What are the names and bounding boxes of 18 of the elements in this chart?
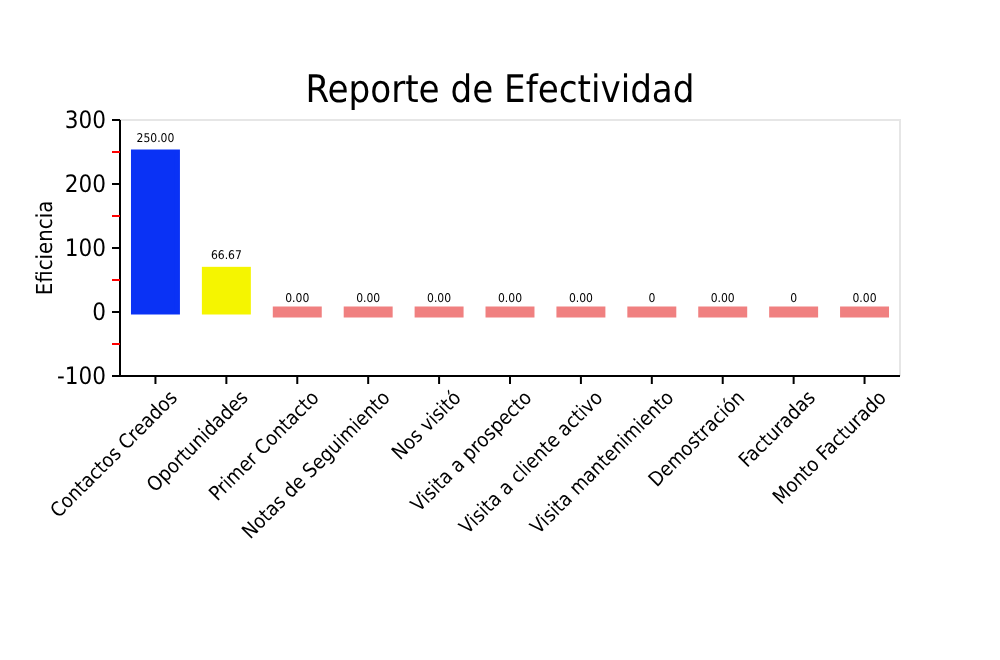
bar xyxy=(343,306,393,318)
chart-title: Reporte de Efectividad xyxy=(305,68,695,112)
bar xyxy=(485,306,535,318)
bar xyxy=(272,306,322,318)
bar xyxy=(201,266,251,315)
y-tick-label: 200 xyxy=(64,169,107,198)
bar xyxy=(130,149,180,315)
y-tick-label: 0 xyxy=(92,297,107,326)
bar xyxy=(556,306,606,318)
bar xyxy=(840,306,890,318)
bar xyxy=(769,306,819,318)
y-tick-label: 300 xyxy=(64,105,107,134)
bar xyxy=(698,306,748,318)
bar xyxy=(414,306,464,318)
bar xyxy=(627,306,677,318)
y-tick-label: -100 xyxy=(57,361,107,390)
y-tick-label: 100 xyxy=(64,233,107,262)
y-axis-title: Eficiencia xyxy=(32,200,58,296)
